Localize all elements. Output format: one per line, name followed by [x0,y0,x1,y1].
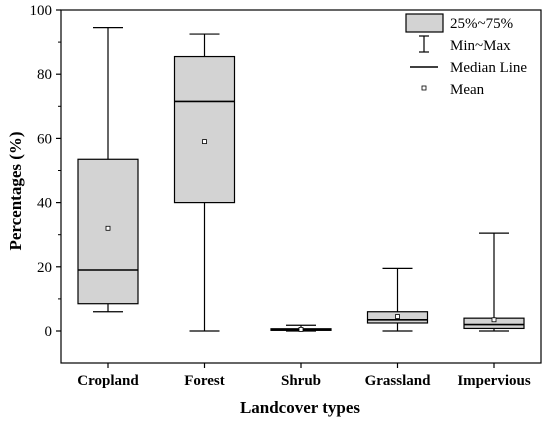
x-axis-title: Landcover types [240,398,360,417]
y-axis-title: Percentages (%) [6,131,25,250]
legend-median-label: Median Line [450,60,527,76]
box-iqr [173,55,236,204]
legend-whisker-icon [419,35,429,53]
mean-marker [105,225,111,231]
legend-whisker-label: Min~Max [450,38,511,54]
legend: 25%~75% Min~Max Median Line Mean [405,13,527,98]
legend-mean-label: Mean [450,82,485,98]
legend-box-label: 25%~75% [450,16,513,32]
legend-mean-icon [421,85,427,91]
mean-marker [491,317,497,323]
box-iqr [77,158,139,305]
plot-area: 0 20 40 60 80 100 Cropland Forest Shrub Grassland… [30,3,542,389]
x-tick-label: Cropland [77,373,139,389]
y-tick-label: 40 [37,196,52,212]
legend-box-swatch [405,13,444,33]
mean-marker [395,314,400,319]
mean-marker [202,139,207,145]
y-tick-label: 80 [37,67,52,83]
x-tick-label: Impervious [457,373,531,389]
mean-marker [298,326,304,332]
y-tick-label: 100 [30,3,53,19]
y-tick-label: 20 [37,260,52,276]
x-tick-label: Shrub [281,373,321,389]
y-tick-label: 0 [45,324,53,340]
x-tick-label: Grassland [365,373,432,389]
y-tick-label: 60 [37,131,52,147]
x-tick-label: Forest [184,373,225,389]
